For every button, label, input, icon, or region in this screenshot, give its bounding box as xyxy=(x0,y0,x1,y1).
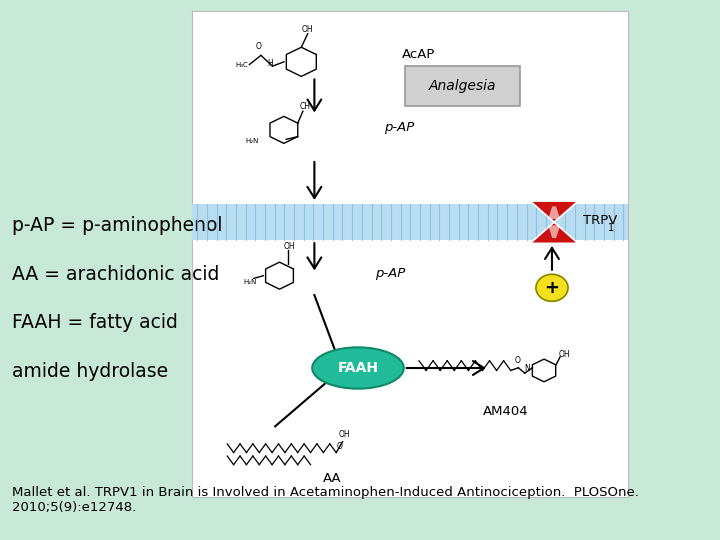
FancyArrowPatch shape xyxy=(307,243,321,268)
Polygon shape xyxy=(530,222,578,244)
FancyArrowPatch shape xyxy=(545,248,559,270)
Text: H₂N: H₂N xyxy=(245,138,258,144)
Polygon shape xyxy=(548,206,560,219)
Text: H₂N: H₂N xyxy=(243,279,257,286)
Text: N: N xyxy=(524,364,530,373)
Text: AM404: AM404 xyxy=(483,405,529,418)
Text: OH: OH xyxy=(338,430,351,439)
FancyBboxPatch shape xyxy=(192,204,629,240)
Polygon shape xyxy=(530,201,578,222)
Text: OH: OH xyxy=(302,25,313,34)
Text: H: H xyxy=(267,59,273,68)
Text: AA = arachidonic acid: AA = arachidonic acid xyxy=(12,265,219,284)
Text: OH: OH xyxy=(284,241,295,251)
Text: Mallet et al. TRPV1 in Brain is Involved in Acetaminophen-Induced Antinociceptio: Mallet et al. TRPV1 in Brain is Involved… xyxy=(12,486,639,514)
Text: AcAP: AcAP xyxy=(402,48,435,61)
FancyArrowPatch shape xyxy=(307,79,321,111)
Text: p-AP: p-AP xyxy=(375,267,405,280)
Text: p-AP: p-AP xyxy=(384,121,415,134)
Text: OH: OH xyxy=(559,350,570,359)
FancyArrowPatch shape xyxy=(407,361,484,375)
Circle shape xyxy=(536,274,568,301)
Text: AA: AA xyxy=(323,472,341,485)
Text: p-AP = p-aminophenol: p-AP = p-aminophenol xyxy=(12,216,222,235)
Text: O: O xyxy=(256,42,261,51)
FancyBboxPatch shape xyxy=(192,11,629,497)
Text: O: O xyxy=(336,442,342,450)
Ellipse shape xyxy=(312,347,404,389)
Text: 1: 1 xyxy=(608,222,613,233)
Text: Analgesia: Analgesia xyxy=(429,79,496,93)
Polygon shape xyxy=(548,225,560,238)
FancyBboxPatch shape xyxy=(405,66,521,106)
Text: amide hydrolase: amide hydrolase xyxy=(12,362,168,381)
Text: CH: CH xyxy=(300,103,311,111)
Text: FAAH = fatty acid: FAAH = fatty acid xyxy=(12,313,177,332)
Text: O: O xyxy=(514,356,520,365)
Text: TRPV: TRPV xyxy=(583,213,618,227)
Text: H₃C: H₃C xyxy=(235,62,248,68)
FancyArrowPatch shape xyxy=(307,162,321,198)
Text: FAAH: FAAH xyxy=(338,361,379,375)
Text: +: + xyxy=(544,279,559,297)
